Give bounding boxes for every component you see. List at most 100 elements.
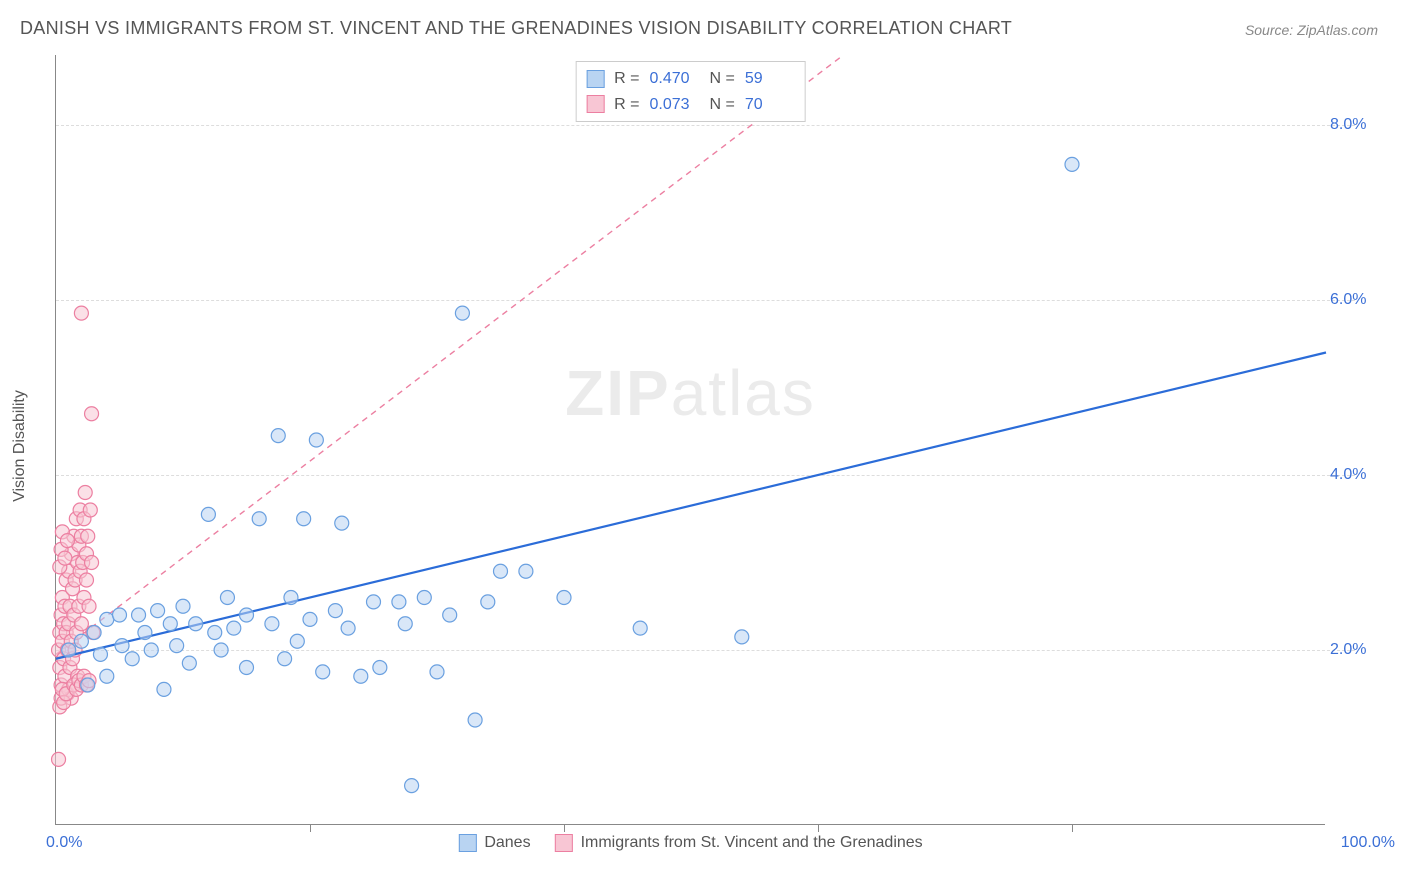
data-point: [417, 591, 431, 605]
data-point: [163, 617, 177, 631]
data-point: [60, 534, 74, 548]
data-point: [81, 678, 95, 692]
swatch-danes: [586, 70, 604, 88]
data-point: [182, 656, 196, 670]
chart-title: DANISH VS IMMIGRANTS FROM ST. VINCENT AN…: [20, 18, 1012, 39]
data-point: [87, 626, 101, 640]
y-tick-label: 6.0%: [1330, 291, 1385, 309]
r-label: R =: [614, 92, 639, 118]
source-label: Source: ZipAtlas.com: [1245, 22, 1378, 38]
legend-stats-row-immigrants: R = 0.073 N = 70: [586, 92, 795, 118]
data-point: [132, 608, 146, 622]
data-point: [519, 564, 533, 578]
x-tick: [818, 824, 819, 832]
data-point: [341, 621, 355, 635]
data-point: [93, 647, 107, 661]
data-point: [297, 512, 311, 526]
data-point: [367, 595, 381, 609]
data-point: [1065, 157, 1079, 171]
data-point: [354, 669, 368, 683]
data-point: [398, 617, 412, 631]
data-point: [633, 621, 647, 635]
y-tick-label: 8.0%: [1330, 116, 1385, 134]
data-point: [271, 429, 285, 443]
data-point: [735, 630, 749, 644]
legend-stats-row-danes: R = 0.470 N = 59: [586, 66, 795, 92]
data-point: [58, 551, 72, 565]
data-point: [494, 564, 508, 578]
data-point: [240, 608, 254, 622]
data-point: [557, 591, 571, 605]
legend-item-danes: Danes: [458, 834, 530, 852]
r-label: R =: [614, 66, 639, 92]
data-point: [220, 591, 234, 605]
y-tick-label: 4.0%: [1330, 466, 1385, 484]
data-point: [208, 626, 222, 640]
data-point: [328, 604, 342, 618]
data-point: [78, 486, 92, 500]
data-point: [81, 529, 95, 543]
data-point: [201, 507, 215, 521]
x-tick: [1072, 824, 1073, 832]
data-point: [405, 779, 419, 793]
data-point: [481, 595, 495, 609]
data-point: [85, 407, 99, 421]
legend-stats: R = 0.470 N = 59 R = 0.073 N = 70: [575, 61, 806, 122]
data-point: [74, 306, 88, 320]
x-min-label: 0.0%: [46, 834, 82, 852]
legend-series: Danes Immigrants from St. Vincent and th…: [458, 834, 922, 852]
data-point: [455, 306, 469, 320]
legend-item-immigrants: Immigrants from St. Vincent and the Gren…: [555, 834, 923, 852]
data-point: [100, 612, 114, 626]
data-point: [335, 516, 349, 530]
data-point: [79, 573, 93, 587]
data-point: [309, 433, 323, 447]
swatch-immigrants: [555, 834, 573, 852]
data-point: [74, 634, 88, 648]
data-point: [252, 512, 266, 526]
data-point: [144, 643, 158, 657]
data-point: [214, 643, 228, 657]
legend-label-immigrants: Immigrants from St. Vincent and the Gren…: [581, 834, 923, 852]
data-point: [303, 612, 317, 626]
data-point: [151, 604, 165, 618]
data-point: [392, 595, 406, 609]
data-point: [430, 665, 444, 679]
data-point: [189, 617, 203, 631]
chart-svg: [56, 55, 1325, 824]
data-point: [316, 665, 330, 679]
n-label: N =: [710, 92, 735, 118]
data-point: [373, 661, 387, 675]
data-point: [115, 639, 129, 653]
data-point: [443, 608, 457, 622]
y-axis-label: Vision Disability: [11, 390, 29, 502]
y-tick-label: 2.0%: [1330, 641, 1385, 659]
n-value-danes: 59: [745, 66, 795, 92]
data-point: [240, 661, 254, 675]
r-value-danes: 0.470: [650, 66, 700, 92]
swatch-immigrants: [586, 95, 604, 113]
data-point: [100, 669, 114, 683]
data-point: [82, 599, 96, 613]
data-point: [125, 652, 139, 666]
data-point: [157, 682, 171, 696]
data-point: [138, 626, 152, 640]
data-point: [227, 621, 241, 635]
data-point: [170, 639, 184, 653]
data-point: [62, 643, 76, 657]
n-value-immigrants: 70: [745, 92, 795, 118]
data-point: [284, 591, 298, 605]
r-value-immigrants: 0.073: [650, 92, 700, 118]
data-point: [265, 617, 279, 631]
x-tick: [310, 824, 311, 832]
data-point: [85, 556, 99, 570]
data-point: [113, 608, 127, 622]
legend-label-danes: Danes: [484, 834, 530, 852]
data-point: [176, 599, 190, 613]
data-point: [52, 752, 66, 766]
data-point: [278, 652, 292, 666]
plot-area: ZIPatlas R = 0.470 N = 59 R = 0.073 N = …: [55, 55, 1325, 825]
data-point: [290, 634, 304, 648]
x-tick: [564, 824, 565, 832]
x-max-label: 100.0%: [1341, 834, 1395, 852]
